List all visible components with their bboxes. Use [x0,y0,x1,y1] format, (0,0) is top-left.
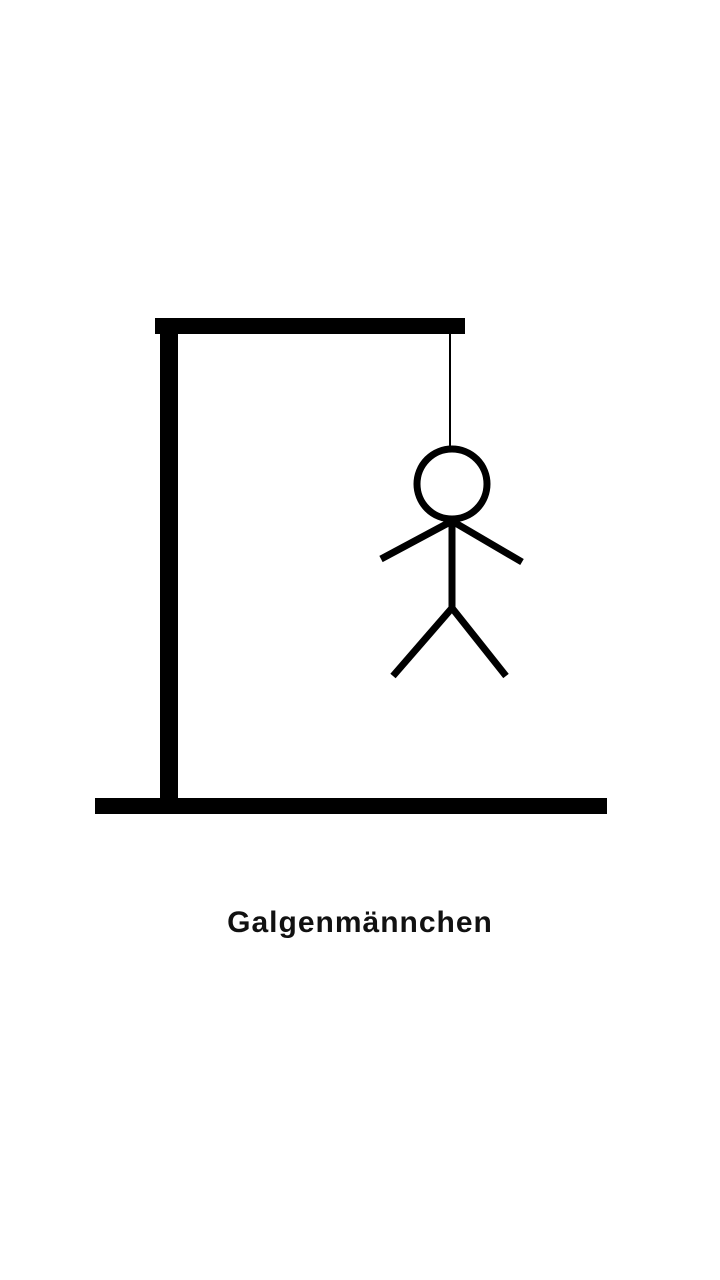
gallows-beam [155,318,465,334]
gallows-post [160,324,178,804]
figure-left-arm [379,517,454,563]
figure-right-leg [449,605,509,679]
figure-left-leg [390,605,455,679]
gallows-base [95,798,607,814]
app-title: Galgenmännchen [227,906,493,939]
figure-right-arm [450,517,524,566]
hangman-figure-icon [379,445,524,679]
figure-head [413,445,491,523]
gallows-icon [95,318,607,814]
